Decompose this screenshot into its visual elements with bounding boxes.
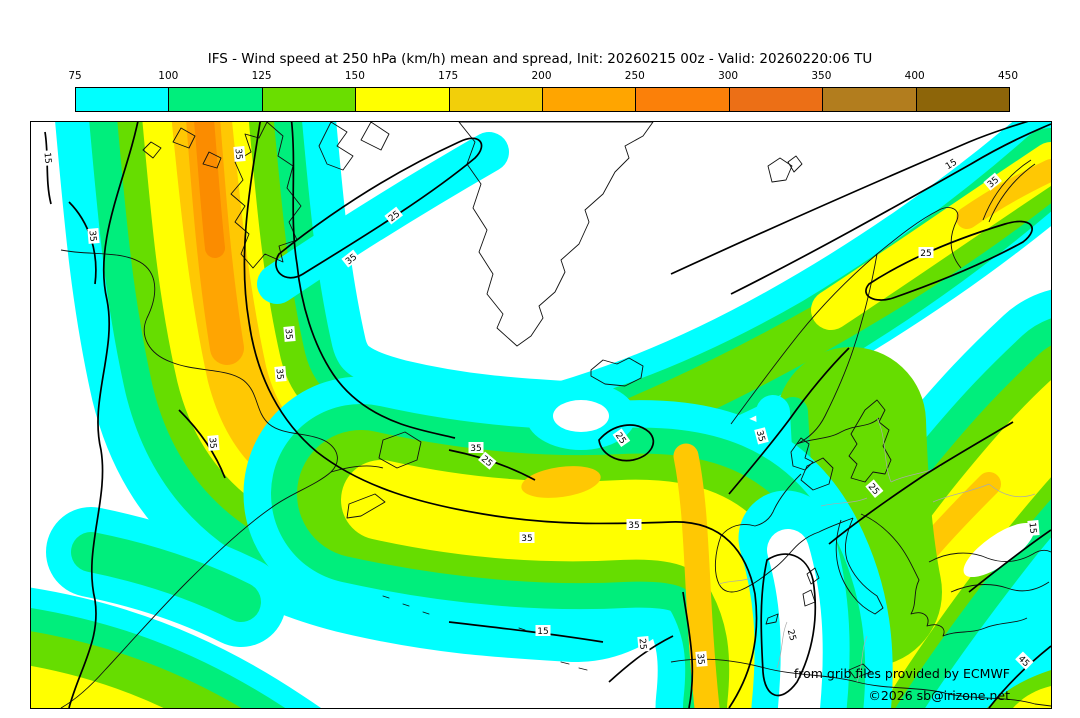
jet-band-southwest (31, 587, 321, 708)
colorbar-tick: 300 (718, 70, 739, 82)
white-hole-black-sea (963, 522, 1035, 578)
svg-text:35: 35 (207, 437, 218, 449)
contour-label: 15 (42, 150, 55, 166)
borders (718, 417, 1036, 683)
svg-text:35: 35 (695, 653, 706, 665)
contour-label: 35 (87, 228, 100, 244)
svg-text:15: 15 (537, 627, 548, 637)
colorbar-cell (729, 88, 824, 111)
colorbar-tick: 150 (344, 70, 365, 82)
svg-text:35: 35 (274, 368, 285, 380)
colorbar-cell (449, 88, 544, 111)
svg-text:35: 35 (233, 148, 244, 160)
contour-label: 35 (233, 146, 246, 162)
colorbar-cell (823, 88, 917, 111)
colorbar-cell (262, 88, 357, 111)
colorbar-cell (916, 88, 1010, 111)
colorbar-tick: 450 (997, 70, 1019, 82)
colorbar-tick: 125 (251, 70, 272, 82)
svg-text:35: 35 (521, 534, 532, 544)
spread-contours (44, 122, 1051, 708)
map-title: IFS - Wind speed at 250 hPa (km/h) mean … (207, 51, 873, 67)
contour-label: 25 (918, 247, 934, 259)
colorbar-cell (636, 88, 730, 111)
colorbar-cell (76, 88, 170, 111)
colorbar-tick: 400 (904, 70, 925, 82)
colorbar-tick-labels: 75 100 125 150 175 200 250 300 350 400 450 (68, 70, 1018, 84)
svg-text:35: 35 (754, 429, 767, 443)
colorbar-tick: 100 (158, 70, 179, 82)
svg-text:25: 25 (920, 249, 931, 259)
contour-label: 35 (695, 651, 708, 667)
contour-label: 15 (1027, 520, 1040, 536)
attribution-copyright: ©2026 sb@irizone.net (868, 688, 1010, 703)
contour-label: 35 (468, 442, 484, 454)
colorbar-tick: 200 (531, 70, 552, 82)
colorbar (75, 87, 1010, 112)
wind-speed-map: 15 35 35 25 35 35 35 35 35 25 25 35 35 15 25 35 25 45 15 25… (30, 121, 1052, 709)
svg-text:35: 35 (470, 444, 481, 454)
contour-label: 35 (519, 532, 535, 544)
colorbar-tick: 75 (68, 70, 82, 82)
contour-label: 35 (754, 427, 769, 445)
svg-text:15: 15 (42, 152, 53, 164)
svg-text:35: 35 (283, 328, 294, 340)
trough-italy (738, 490, 850, 708)
jet-band-atlantic (243, 376, 893, 708)
contour-label: 35 (207, 435, 220, 451)
pocket-scotland (526, 382, 636, 450)
colorbar-cell (169, 88, 263, 111)
svg-text:35: 35 (628, 521, 639, 531)
svg-text:25: 25 (785, 628, 798, 642)
contour-label: 25 (637, 636, 650, 652)
colorbar-tick: 175 (438, 70, 459, 82)
svg-text:25: 25 (637, 638, 648, 650)
colorbar-cell (543, 88, 637, 111)
svg-text:35: 35 (87, 230, 98, 242)
contour-label: 15 (535, 625, 551, 637)
contour-label: 35 (626, 519, 642, 531)
contour-label: 35 (283, 326, 296, 342)
colorbar-cell (356, 88, 450, 111)
colorbar-tick: 250 (624, 70, 645, 82)
band-tail-southwest (46, 507, 286, 647)
corner-wedge-yellow (1013, 686, 1051, 708)
colorbar-tick: 350 (811, 70, 832, 82)
attribution-ecmwf: from grib files provided by ECMWF (793, 666, 1010, 681)
svg-text:15: 15 (1027, 522, 1038, 534)
contour-label: 35 (274, 366, 287, 382)
contour-label: 25 (785, 626, 800, 644)
